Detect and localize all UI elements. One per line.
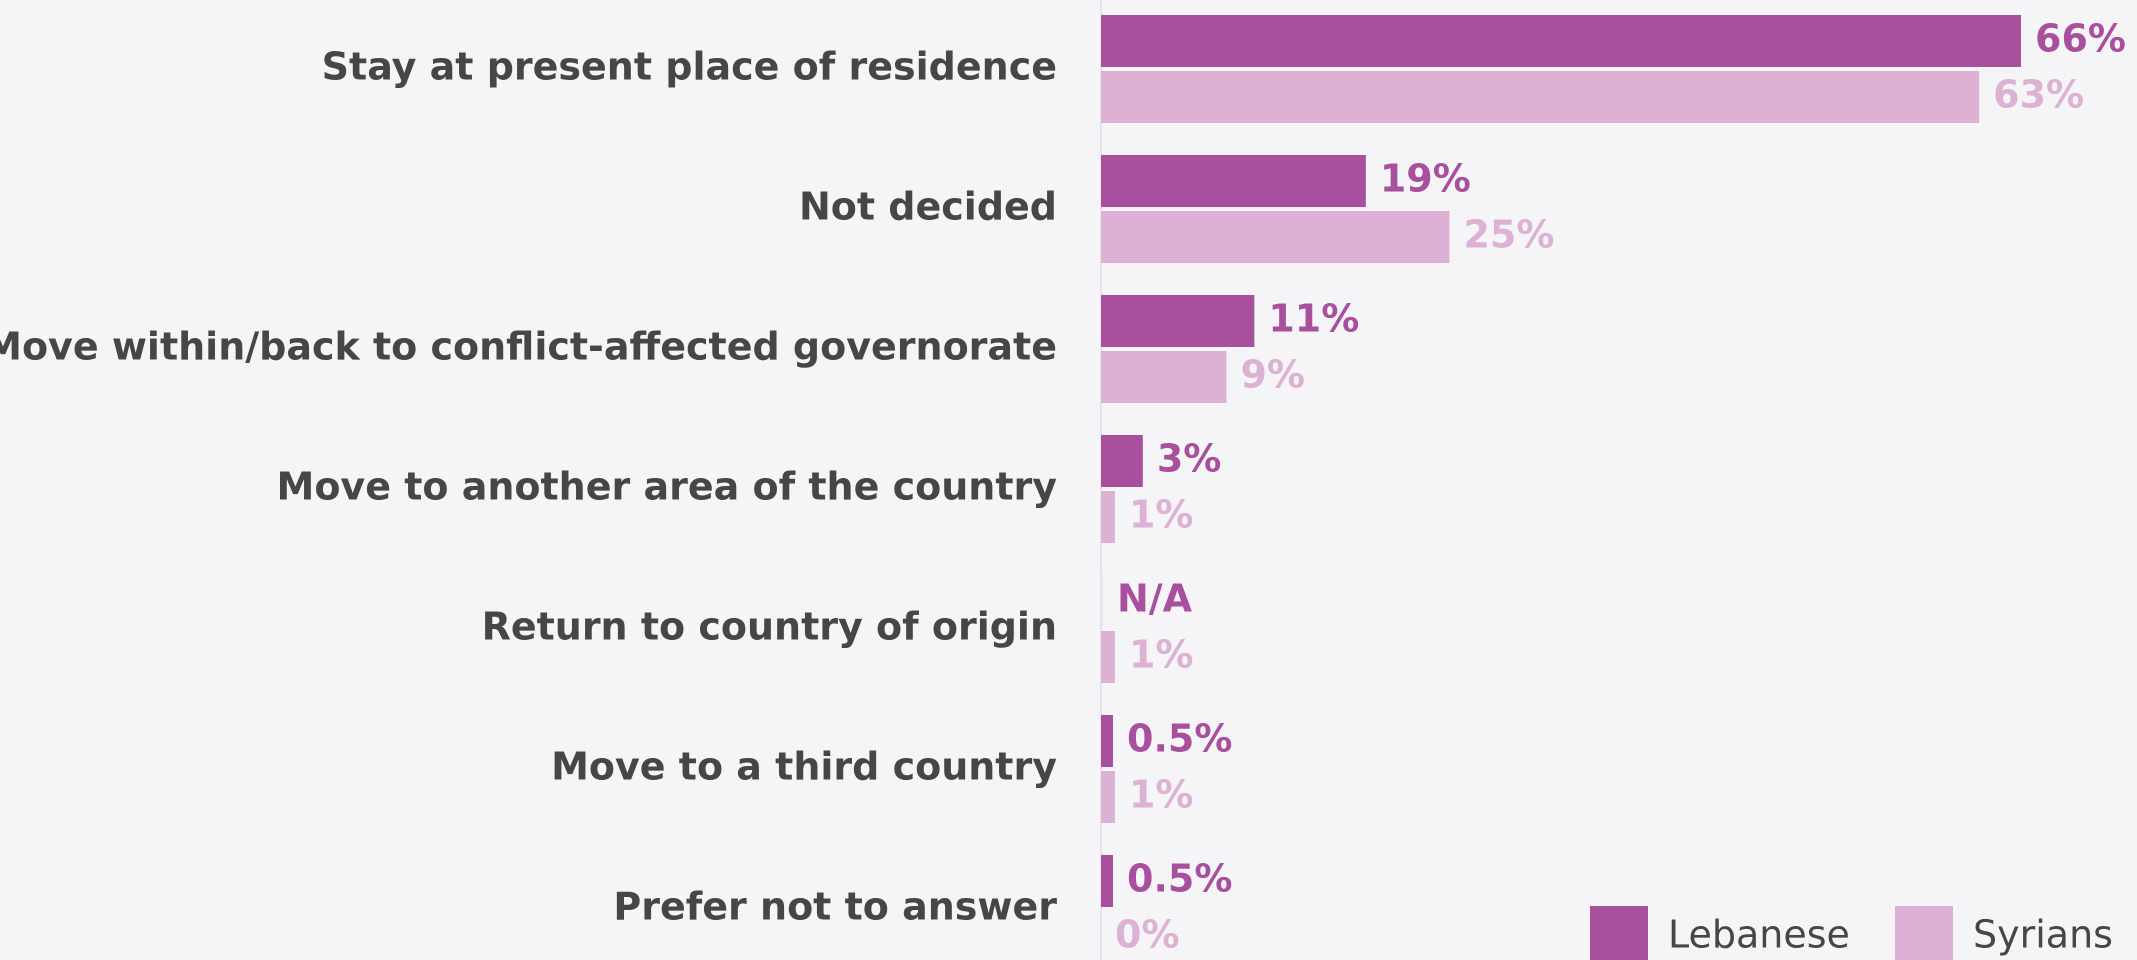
value-label-syrians: 25% bbox=[1463, 213, 1554, 257]
value-label-syrians: 1% bbox=[1129, 493, 1194, 537]
value-label-syrians: 0% bbox=[1115, 913, 1180, 957]
bar-syrians bbox=[1101, 631, 1115, 683]
value-label-lebanese: 0.5% bbox=[1127, 857, 1232, 901]
bar-syrians bbox=[1101, 771, 1115, 823]
value-label-lebanese: 3% bbox=[1157, 437, 1222, 481]
bar-syrians bbox=[1101, 491, 1115, 543]
bar-syrians bbox=[1101, 351, 1227, 403]
bar-lebanese bbox=[1101, 575, 1103, 627]
category-label: Move to another area of the country bbox=[277, 465, 1058, 509]
value-labels: 66% 63% 19% 25% 11% 9% 3% 1% N/A 1% 0.5% 1% 0.5% 0% bbox=[1115, 17, 2126, 957]
legend: Lebanese Syrians bbox=[1590, 906, 2113, 960]
value-label-syrians: 9% bbox=[1240, 353, 1305, 397]
legend-swatch-lebanese bbox=[1590, 906, 1648, 960]
value-label-lebanese: N/A bbox=[1117, 577, 1193, 621]
value-label-lebanese: 11% bbox=[1268, 297, 1359, 341]
value-label-syrians: 63% bbox=[1993, 73, 2084, 117]
value-label-syrians: 1% bbox=[1129, 773, 1194, 817]
value-label-syrians: 1% bbox=[1129, 633, 1194, 677]
value-label-lebanese: 19% bbox=[1380, 157, 1471, 201]
bar-syrians bbox=[1101, 211, 1450, 263]
bar-lebanese bbox=[1101, 715, 1113, 767]
category-labels: Stay at present place of residence Not de… bbox=[0, 45, 1057, 929]
category-label: Move to a third country bbox=[551, 745, 1057, 789]
category-label: Move within/back to conflict-affected go… bbox=[0, 325, 1057, 369]
category-label: Stay at present place of residence bbox=[322, 45, 1057, 89]
bar-lebanese bbox=[1101, 295, 1255, 347]
legend-label-syrians: Syrians bbox=[1973, 913, 2113, 957]
bars-group bbox=[1101, 15, 2021, 907]
category-label: Prefer not to answer bbox=[613, 885, 1057, 929]
bar-lebanese bbox=[1101, 155, 1366, 207]
value-label-lebanese: 66% bbox=[2035, 17, 2126, 61]
bar-lebanese bbox=[1101, 855, 1113, 907]
bar-lebanese bbox=[1101, 435, 1143, 487]
category-label: Not decided bbox=[799, 185, 1057, 229]
legend-label-lebanese: Lebanese bbox=[1668, 913, 1850, 957]
legend-swatch-syrians bbox=[1895, 906, 1953, 960]
bar-syrians bbox=[1101, 71, 1980, 123]
category-label: Return to country of origin bbox=[482, 605, 1057, 649]
value-label-lebanese: 0.5% bbox=[1127, 717, 1232, 761]
bar-lebanese bbox=[1101, 15, 2021, 67]
